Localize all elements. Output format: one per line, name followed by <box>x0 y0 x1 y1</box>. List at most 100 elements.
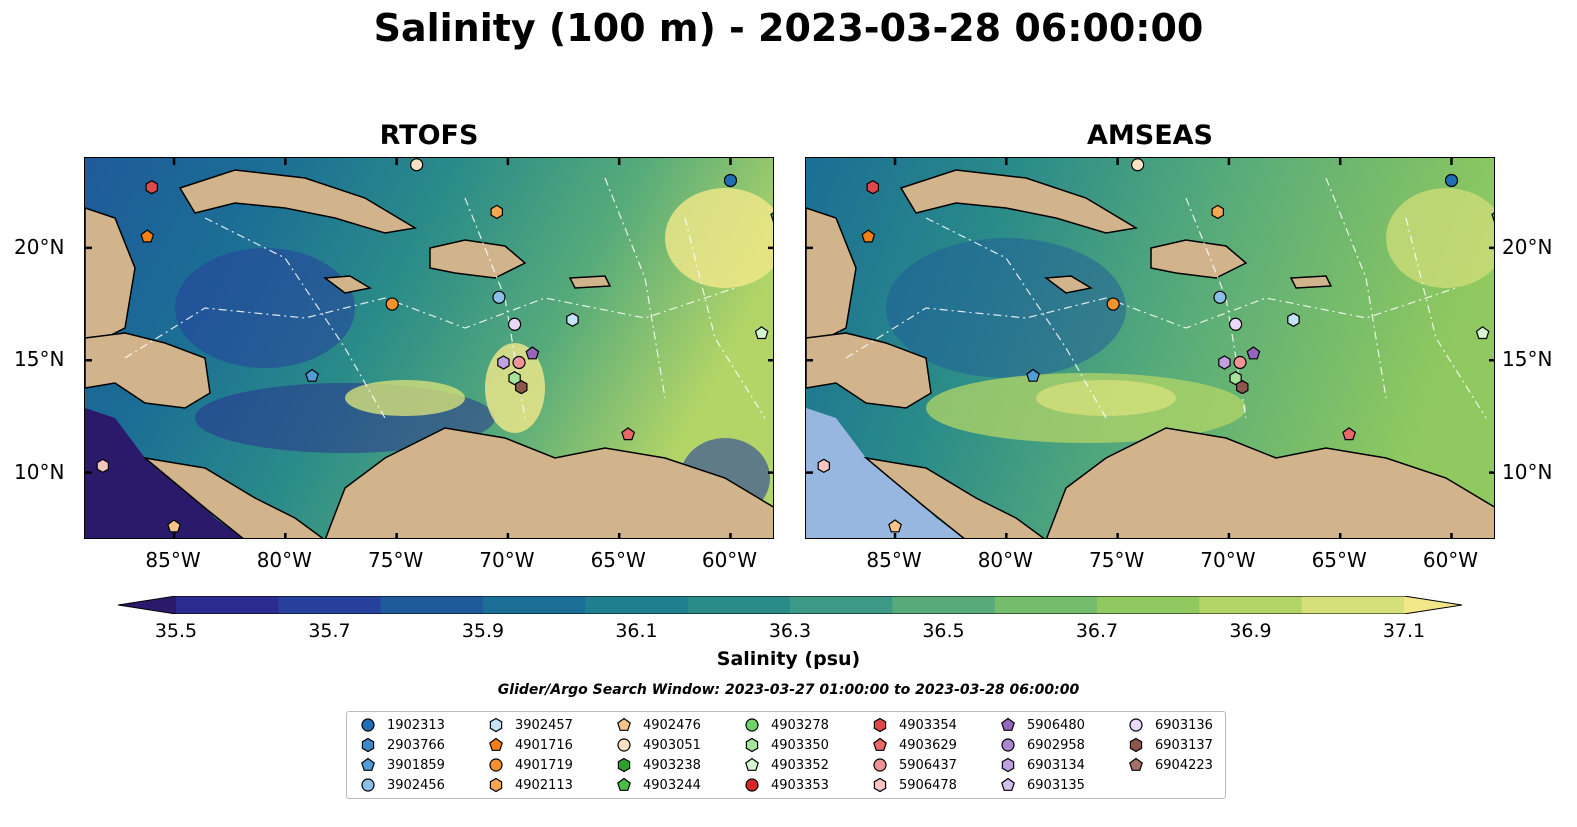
circle-marker-icon <box>1001 738 1015 752</box>
lon-tick-label: 85°W <box>866 548 922 572</box>
colorbar <box>118 596 1462 614</box>
land-jamaica <box>322 275 373 294</box>
land-hispaniola <box>1150 239 1248 279</box>
colorbar-segment <box>380 596 484 614</box>
eez-boundaries <box>845 177 1487 419</box>
legend-item-4903352: 4903352 <box>743 755 829 775</box>
legend-label: 4903629 <box>899 737 957 753</box>
land-hispaniola <box>429 239 527 279</box>
hexagon-marker-icon <box>489 777 503 793</box>
legend-item-4902113: 4902113 <box>487 775 573 795</box>
legend-label: 4902113 <box>515 777 573 793</box>
land-yucatan <box>806 207 857 339</box>
panel-title-amseas: AMSEAS <box>1087 120 1213 151</box>
search-window-text: Glider/Argo Search Window: 2023-03-27 01… <box>497 682 1080 698</box>
legend-item-4903629: 4903629 <box>871 735 957 755</box>
legend-item-4903354: 4903354 <box>871 715 957 735</box>
colorbar-segment <box>1097 596 1200 614</box>
circle-marker-icon <box>361 778 375 792</box>
lat-tick-label: 15°N <box>1502 347 1553 372</box>
land-jamaica <box>1043 275 1094 294</box>
hexagon-marker-icon <box>873 777 887 793</box>
colorbar-segment <box>483 596 586 614</box>
legend-label: 4901719 <box>515 757 573 773</box>
legend-item-5906480: 5906480 <box>999 715 1085 735</box>
land-panama <box>863 456 1045 538</box>
colorbar-segment <box>1404 596 1462 614</box>
legend-label: 6903135 <box>1027 777 1085 793</box>
high-salinity-patch <box>345 380 465 416</box>
platform-marker-1902313 <box>723 173 738 188</box>
hexagon-marker-icon <box>361 737 375 753</box>
circle-marker-icon <box>617 738 631 752</box>
circle-marker-icon <box>361 718 375 732</box>
pentagon-marker-icon <box>617 777 631 791</box>
platform-marker-4901716 <box>861 229 876 243</box>
legend-label: 4903051 <box>643 737 701 753</box>
colorbar-segment <box>1199 596 1303 614</box>
platform-marker-5906478 <box>96 458 109 473</box>
pentagon-marker-icon <box>1001 717 1015 731</box>
map-panel-rtofs <box>84 157 774 539</box>
platform-marker-4903051 <box>1131 158 1145 172</box>
legend-item-3901859: 3901859 <box>359 755 445 775</box>
colorbar-tick-label: 36.1 <box>615 620 658 642</box>
platform-marker-3902456 <box>492 290 506 304</box>
legend-item-6902958: 6902958 <box>999 735 1085 755</box>
circle-marker-icon <box>873 758 887 772</box>
legend-item-4903353: 4903353 <box>743 775 829 795</box>
lon-tick-label: 75°W <box>367 548 424 572</box>
platform-marker-4903352 <box>754 326 769 340</box>
land-cuba <box>178 169 418 234</box>
legend-label: 4903352 <box>771 757 829 773</box>
colorbar-tick-label: 37.1 <box>1382 620 1426 642</box>
platform-marker-4903244 <box>770 212 773 223</box>
hexagon-marker-icon <box>1001 757 1015 773</box>
platform-marker-4903629 <box>1342 427 1357 441</box>
pentagon-marker-icon <box>1129 757 1143 771</box>
colorbar-segment <box>994 596 1098 614</box>
circle-marker-icon <box>745 718 759 732</box>
platform-marker-4902113 <box>1211 204 1224 220</box>
legend-item-4903051: 4903051 <box>615 735 701 755</box>
platform-marker-5906478 <box>817 458 830 473</box>
land-cuba <box>899 169 1139 234</box>
legend-item-3902456: 3902456 <box>359 775 445 795</box>
platform-marker-4903629 <box>621 427 636 441</box>
pentagon-marker-icon <box>1001 777 1015 791</box>
platform-marker-4902476 <box>167 519 181 533</box>
lat-tick-label: 10°N <box>14 459 65 484</box>
platform-marker-4901719 <box>385 297 399 311</box>
land-yucatan <box>85 207 136 339</box>
colorbar-segment <box>118 596 176 614</box>
lat-tick-label: 15°N <box>14 347 65 372</box>
platform-marker-6903136 <box>507 317 522 331</box>
map-panel-amseas <box>805 157 1495 539</box>
high-salinity-patch <box>1386 188 1494 288</box>
colorbar-tick-label: 35.7 <box>308 620 351 642</box>
lon-tick-label: 85°W <box>145 548 201 572</box>
legend-label: 3902456 <box>387 777 445 793</box>
circle-marker-icon <box>745 778 759 792</box>
pentagon-marker-icon <box>617 717 631 731</box>
lat-tick-label: 10°N <box>1502 459 1553 484</box>
legend-label: 4901716 <box>515 737 573 753</box>
platform-marker-3902456 <box>1213 290 1227 304</box>
panel-title-rtofs: RTOFS <box>379 120 479 151</box>
platform-marker-4901719 <box>1106 297 1120 311</box>
eez-boundaries <box>124 177 766 419</box>
low-salinity-patch <box>886 238 1126 378</box>
colorbar-tick-label: 36.5 <box>922 620 965 642</box>
legend-label: 4903350 <box>771 737 829 753</box>
platform-marker-4902476 <box>888 519 902 533</box>
land-puerto-rico <box>1289 275 1333 289</box>
legend-item-2903766: 2903766 <box>359 735 445 755</box>
legend-item-1902313: 1902313 <box>359 715 445 735</box>
colorbar-segment <box>176 596 279 614</box>
legend-label: 4903278 <box>771 717 829 733</box>
legend-item-5906478: 5906478 <box>871 775 957 795</box>
platform-marker-4903352 <box>1475 326 1490 340</box>
lon-tick-label: 60°W <box>1422 548 1479 572</box>
lon-tick-label: 70°W <box>1200 548 1256 572</box>
circle-marker-icon <box>1129 718 1143 732</box>
